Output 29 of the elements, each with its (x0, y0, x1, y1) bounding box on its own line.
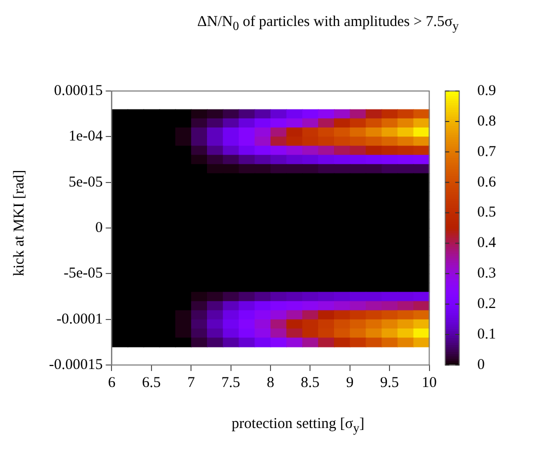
y-tick-label: -0.00015 (48, 356, 103, 373)
x-tick-label: 8 (266, 374, 274, 391)
color-bar-label: 0.9 (477, 82, 496, 99)
color-bar-label: 0.4 (477, 235, 496, 252)
y-tick-label: -5e-05 (64, 266, 103, 282)
color-bar-label: 0.3 (477, 266, 496, 282)
y-tick-label: 1e-04 (68, 128, 104, 145)
x-tick-label: 9 (346, 374, 354, 391)
x-tick-label: 6.5 (142, 374, 161, 391)
x-tick-label: 7.5 (221, 374, 240, 391)
y-tick-label: 0 (95, 220, 103, 236)
color-bar-label: 0.8 (477, 113, 496, 130)
x-tick-label: 6 (108, 374, 116, 391)
x-tick-label: 9.5 (380, 374, 399, 391)
y-tick-label: -0.0001 (56, 311, 103, 328)
color-bar-label: 0.5 (477, 204, 496, 221)
x-tick-label: 7 (187, 374, 196, 391)
y-axis-title: kick at MKI [rad] (12, 170, 28, 276)
x-tick-label: 10 (422, 374, 437, 391)
y-tick-label: 5e-05 (68, 174, 103, 190)
x-axis-title: protection setting [σ$_{y}$] (230, 416, 366, 436)
y-tick-label: 0.00015 (54, 82, 103, 99)
chart-title: ΔN/N$_{0}$ of particles with amplitudes > 7.5σ$_{y}$ (196, 14, 460, 34)
color-bar-label: 0.7 (477, 144, 496, 160)
x-tick-label: 8.5 (300, 374, 320, 391)
color-bar-label: 0.2 (477, 296, 496, 312)
color-bar-label: 0.6 (477, 174, 496, 190)
color-bar-label: 0.1 (477, 326, 496, 342)
color-bar-label: 0 (477, 356, 485, 373)
